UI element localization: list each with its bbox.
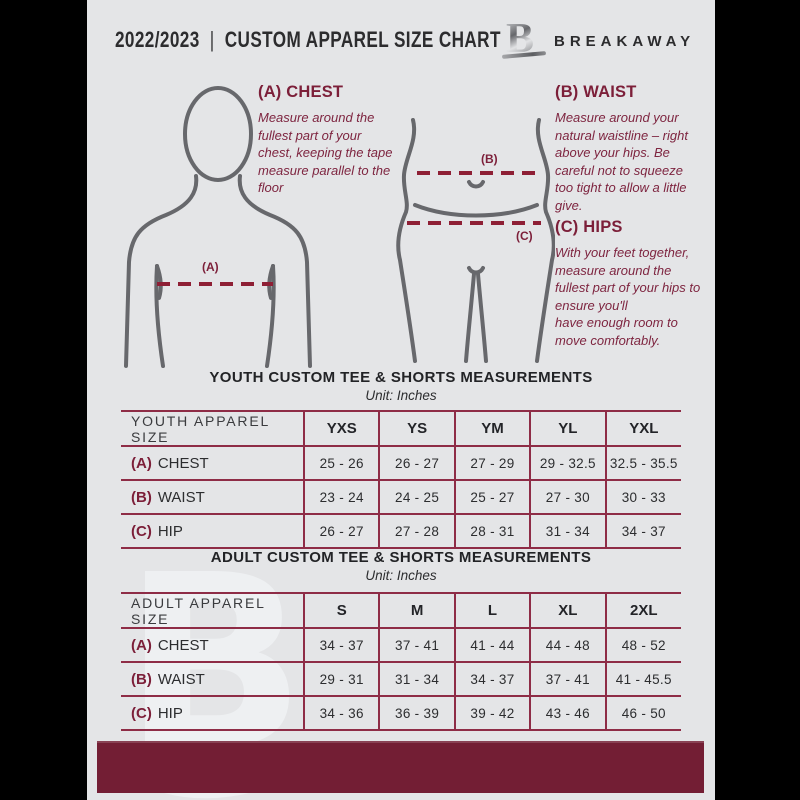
table-cell: 41 - 44: [453, 627, 531, 663]
waist-text: WAIST: [157, 670, 205, 688]
waist-marker-label: (B): [481, 152, 498, 166]
table-cell: 46 - 50: [604, 695, 681, 731]
hip-text: HIP: [157, 704, 183, 722]
youth-hip-row: (C) HIP 26 - 27 27 - 28 28 - 31 31 - 34 3…: [121, 513, 681, 549]
table-cell: 27 - 30: [529, 479, 606, 515]
youth-size-yl: YL: [529, 410, 606, 447]
chest-guide: (A) CHEST Measure around the fullest par…: [258, 83, 396, 197]
adult-chest-row: (A) CHEST 34 - 37 37 - 41 41 - 44 44 - 48…: [121, 627, 681, 663]
title-divider: |: [209, 27, 215, 52]
hips-guide-heading: (C) HIPS: [555, 218, 623, 236]
youth-size-ym: YM: [453, 410, 531, 447]
hip-text: HIP: [157, 522, 183, 540]
waist-prefix: (B): [131, 670, 152, 688]
chest-prefix: (A): [131, 636, 152, 654]
youth-waist-row: (B) WAIST 23 - 24 24 - 25 25 - 27 27 - 30…: [121, 479, 681, 515]
table-cell: 28 - 31: [453, 513, 531, 549]
adult-size-m: M: [378, 592, 455, 629]
adult-section-title: ADULT CUSTOM TEE & SHORTS MEASUREMENTS: [210, 549, 592, 566]
table-cell: 37 - 41: [529, 661, 606, 697]
adult-size-s: S: [302, 592, 380, 629]
table-cell: 27 - 28: [378, 513, 455, 549]
table-cell: 48 - 52: [604, 627, 681, 663]
hip-marker-label: (C): [516, 229, 533, 243]
hips-guide-text: With your feet together, measure around …: [555, 245, 701, 348]
table-cell: 37 - 41: [378, 627, 455, 663]
adult-size-l: L: [453, 592, 531, 629]
table-cell: 41 - 45.5: [604, 661, 681, 697]
table-cell: 25 - 27: [453, 479, 531, 515]
youth-table-header-row: YOUTH APPAREL SIZE YXS YS YM YL YXL: [121, 410, 681, 447]
table-cell: 26 - 27: [302, 513, 380, 549]
table-cell: 31 - 34: [378, 661, 455, 697]
table-cell: 34 - 36: [302, 695, 380, 731]
table-cell: 29 - 31: [302, 661, 380, 697]
breakaway-logo-icon: B: [501, 16, 552, 64]
adult-hip-label: (C) HIP: [121, 695, 304, 731]
table-cell: 43 - 46: [529, 695, 606, 731]
table-cell: 34 - 37: [604, 513, 681, 549]
youth-hip-label: (C) HIP: [121, 513, 304, 549]
chest-text: CHEST: [157, 636, 209, 654]
adult-size-xl: XL: [529, 592, 606, 629]
youth-waist-label: (B) WAIST: [121, 479, 304, 515]
chart-title: CUSTOM APPAREL SIZE CHART: [224, 27, 501, 52]
size-chart-document: B 2022/2023 | CUSTOM APPAREL SIZE CHART …: [87, 0, 715, 800]
adult-hip-row: (C) HIP 34 - 36 36 - 39 39 - 42 43 - 46 4…: [121, 695, 681, 731]
footer-bar: [97, 741, 704, 793]
youth-size-label-header: YOUTH APPAREL SIZE: [121, 410, 304, 447]
table-cell: 27 - 29: [453, 445, 531, 481]
table-cell: 34 - 37: [453, 661, 531, 697]
waist-guide-text: Measure around your natural waistline – …: [555, 110, 688, 213]
table-cell: 34 - 37: [302, 627, 380, 663]
upper-body-figure-icon: [124, 86, 312, 368]
table-cell: 24 - 25: [378, 479, 455, 515]
chest-text: CHEST: [157, 454, 209, 472]
lower-body-figure-icon: [396, 118, 555, 363]
table-cell: 44 - 48: [529, 627, 606, 663]
youth-size-table: YOUTH APPAREL SIZE YXS YS YM YL YXL (A) C…: [121, 410, 681, 549]
adult-waist-label: (B) WAIST: [121, 661, 304, 697]
adult-unit-label: Unit: Inches: [365, 568, 437, 583]
adult-chest-label: (A) CHEST: [121, 627, 304, 663]
adult-table-header-row: ADULT APPAREL SIZE S M L XL 2XL: [121, 592, 681, 629]
table-cell: 31 - 34: [529, 513, 606, 549]
waist-guide: (B) WAIST Measure around your natural wa…: [555, 83, 703, 214]
chest-guide-heading: (A) CHEST: [258, 83, 344, 101]
table-cell: 23 - 24: [302, 479, 380, 515]
brand-name: BREAKAWAY: [554, 33, 696, 50]
hip-prefix: (C): [131, 522, 152, 540]
waist-guide-heading: (B) WAIST: [555, 83, 637, 101]
adult-waist-row: (B) WAIST 29 - 31 31 - 34 34 - 37 37 - 41…: [121, 661, 681, 697]
youth-size-yxl: YXL: [604, 410, 681, 447]
hips-guide: (C) HIPS With your feet together, measur…: [555, 218, 701, 349]
adult-size-table: ADULT APPAREL SIZE S M L XL 2XL (A) CHEST…: [121, 592, 681, 731]
chest-guide-text: Measure around the fullest part of your …: [258, 110, 393, 195]
waist-prefix: (B): [131, 488, 152, 506]
youth-chest-row: (A) CHEST 25 - 26 26 - 27 27 - 29 29 - 32…: [121, 445, 681, 481]
adult-size-2xl: 2XL: [604, 592, 681, 629]
youth-chest-label: (A) CHEST: [121, 445, 304, 481]
waist-text: WAIST: [157, 488, 205, 506]
chest-marker-label: (A): [202, 260, 219, 274]
youth-section-title: YOUTH CUSTOM TEE & SHORTS MEASUREMENTS: [209, 369, 593, 386]
table-cell: 30 - 33: [604, 479, 681, 515]
youth-size-ys: YS: [378, 410, 455, 447]
page-title: 2022/2023 | CUSTOM APPAREL SIZE CHART: [115, 27, 501, 53]
table-cell: 32.5 - 35.5: [604, 445, 681, 481]
hip-prefix: (C): [131, 704, 152, 722]
youth-size-yxs: YXS: [302, 410, 380, 447]
season-label: 2022/2023: [115, 27, 200, 52]
adult-size-label-header: ADULT APPAREL SIZE: [121, 592, 304, 629]
table-cell: 36 - 39: [378, 695, 455, 731]
chest-prefix: (A): [131, 454, 152, 472]
table-cell: 25 - 26: [302, 445, 380, 481]
table-cell: 26 - 27: [378, 445, 455, 481]
table-cell: 39 - 42: [453, 695, 531, 731]
youth-unit-label: Unit: Inches: [365, 388, 437, 403]
table-cell: 29 - 32.5: [529, 445, 606, 481]
